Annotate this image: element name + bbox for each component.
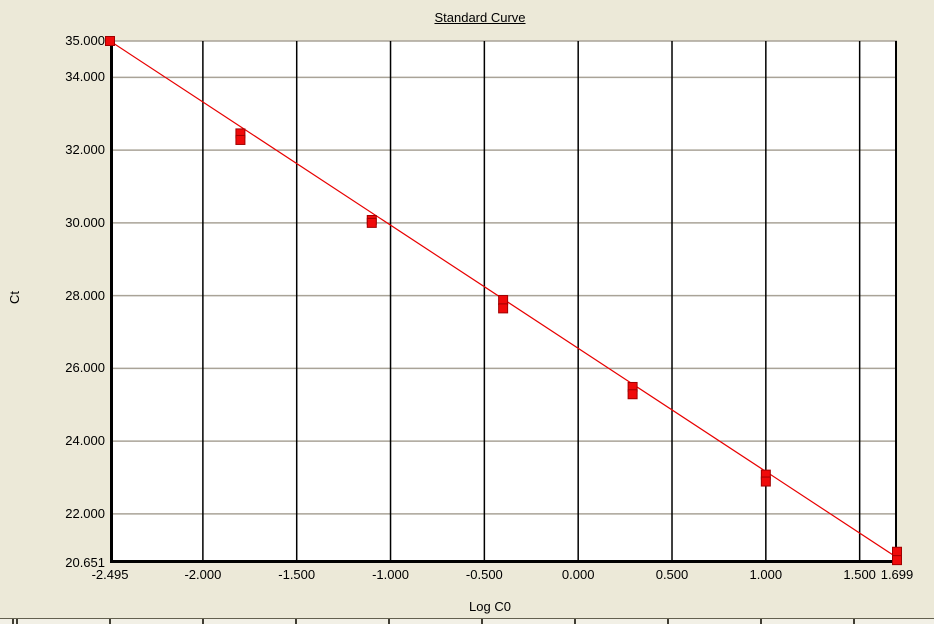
data-point [366, 217, 377, 228]
y-tick-label: 30.000 [65, 214, 105, 230]
plot-area [105, 36, 902, 566]
x-tick-label: -0.500 [465, 567, 503, 582]
data-point [105, 36, 115, 46]
x-tick-label: -2.000 [184, 567, 222, 582]
data-point [498, 303, 509, 314]
y-tick-label: 35.000 [65, 33, 105, 48]
x-tick-label: 1.000 [749, 567, 783, 582]
data-point [235, 134, 246, 145]
y-tick-label: 24.000 [65, 433, 105, 449]
y-tick-label: 20.651 [65, 555, 105, 570]
y-tick-label: 28.000 [65, 287, 105, 303]
data-point [627, 389, 638, 400]
x-tick-label: -1.000 [372, 567, 409, 582]
y-tick-label: 32.000 [65, 142, 105, 158]
data-point [498, 295, 509, 306]
x-tick-label: 1.500 [843, 567, 876, 582]
y-tick-label: 22.000 [65, 505, 105, 521]
x-tick-label: 1.699 [880, 567, 914, 582]
chart-title: Standard Curve [434, 10, 526, 25]
data-point [892, 546, 902, 557]
x-axis-title: Log C0 [469, 599, 511, 614]
y-axis-title: Ct [7, 291, 22, 304]
y-tick-label: 34.000 [65, 69, 105, 85]
x-tick-label: -2.495 [91, 567, 129, 582]
y-tick-label: 26.000 [65, 360, 105, 376]
x-tick-label: 0.500 [655, 567, 689, 582]
x-tick-label: 0.000 [561, 567, 595, 582]
data-point [892, 555, 902, 566]
x-tick-label: -1.500 [278, 567, 316, 582]
data-point [760, 476, 771, 487]
table-top-edge [0, 618, 934, 624]
